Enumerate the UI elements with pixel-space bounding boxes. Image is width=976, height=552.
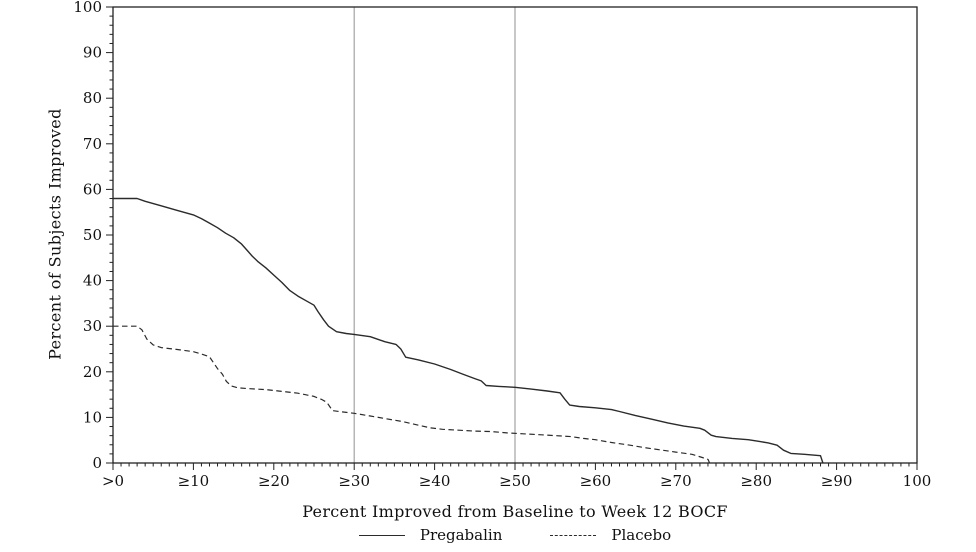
x-tick-label: ≥70	[660, 472, 692, 490]
y-tick-label: 20	[83, 363, 102, 381]
y-tick-label: 40	[83, 272, 102, 290]
x-tick-label: ≥60	[580, 472, 612, 490]
y-tick-label: 50	[83, 226, 102, 244]
x-tick-label: ≥40	[419, 472, 451, 490]
x-tick-label: 100	[903, 472, 932, 490]
y-tick-label: 30	[83, 317, 102, 335]
y-axis-title: Percent of Subjects Improved	[45, 108, 65, 360]
y-tick-label: 10	[83, 408, 102, 426]
legend-label-placebo: Placebo	[611, 526, 672, 544]
legend-label-pregabalin: Pregabalin	[419, 526, 503, 544]
pregabalin-line-swatch	[358, 534, 405, 536]
y-tick-label: 0	[92, 454, 102, 472]
x-tick-label: ≥80	[740, 472, 772, 490]
x-tick-label: ≥30	[338, 472, 370, 490]
x-tick-label: ≥10	[178, 472, 210, 490]
y-tick-label: 70	[83, 135, 102, 153]
placebo-line-swatch	[550, 534, 597, 536]
y-tick-label: 60	[83, 180, 102, 198]
y-tick-label: 90	[83, 44, 102, 62]
placebo-curve	[113, 325, 711, 464]
legend: Pregabalin Placebo	[113, 526, 917, 544]
x-tick-label: ≥90	[821, 472, 853, 490]
pregabalin-curve	[113, 197, 824, 464]
x-tick-label: ≥20	[258, 472, 290, 490]
x-axis-title: Percent Improved from Baseline to Week 1…	[302, 502, 728, 521]
x-tick-label: ≥50	[499, 472, 531, 490]
y-tick-label: 80	[83, 89, 102, 107]
x-tick-label: >0	[102, 472, 124, 490]
y-tick-label: 100	[73, 0, 102, 16]
